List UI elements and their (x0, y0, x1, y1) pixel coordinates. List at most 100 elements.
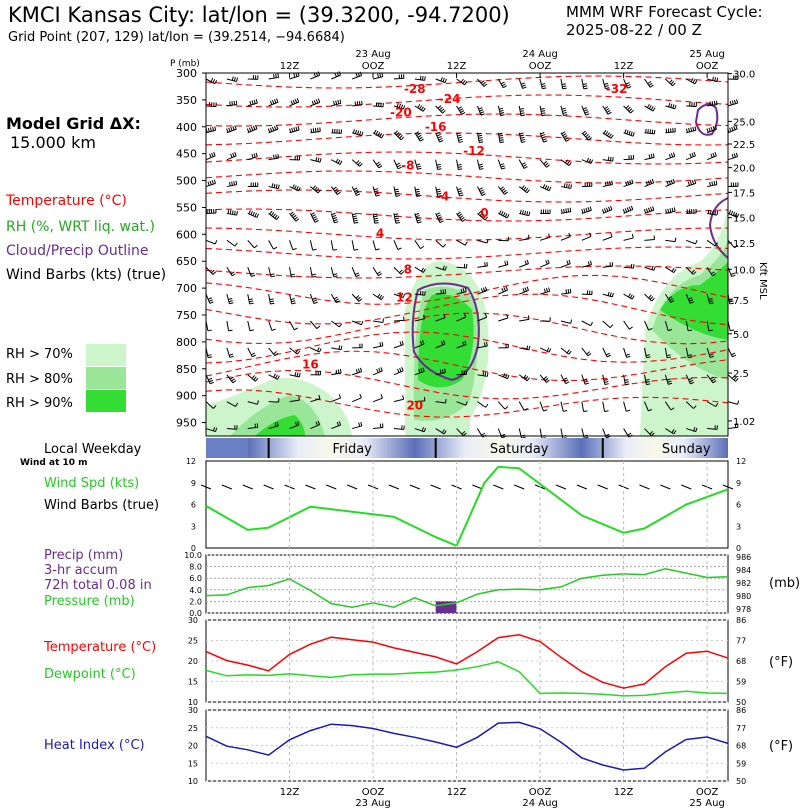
wind-barb (519, 315, 530, 322)
wind-barb-flag (668, 180, 672, 185)
wind-barb (205, 179, 216, 188)
wind-barb-flag (464, 287, 467, 292)
wind-barb (351, 320, 364, 326)
wind-barb (644, 265, 656, 271)
wind-barb-flag (377, 163, 382, 167)
wind-barb-flag (333, 101, 336, 106)
wind-barb-flag (275, 184, 278, 189)
wind-barb-shaft (685, 401, 694, 409)
wind-barb-flag (269, 298, 274, 301)
wind-barb-flag (295, 126, 298, 131)
wind-barb-shaft (706, 266, 713, 277)
wind-barb-flag (249, 329, 254, 332)
wind-barb-flag (422, 76, 424, 81)
wind-barb-flag (645, 354, 651, 357)
legend-temperature: Temperature (°C) (6, 193, 127, 209)
wind-barb-shaft (456, 401, 467, 406)
wind-barb-flag (373, 129, 377, 134)
wind-barb-flag (209, 301, 214, 304)
wind-barb-flag (379, 133, 383, 138)
wind-barb-shaft (560, 78, 564, 89)
wind-barb-shaft (665, 78, 674, 87)
wind-barb-shaft (205, 239, 216, 245)
wind-barb (498, 260, 509, 268)
wind-barb-flag (229, 101, 231, 106)
wind-barb (310, 394, 321, 403)
wind-barb-shaft (247, 294, 251, 305)
wind-barb-flag (394, 130, 398, 134)
wind-barb-flag (354, 221, 359, 224)
wind-barb-flag (502, 85, 507, 89)
wind-barb-flag (541, 112, 546, 115)
rh-area-8 (660, 262, 728, 340)
wind-barb-shaft (310, 101, 320, 107)
wind-barb-flag (565, 159, 569, 164)
wind-barb-flag (543, 409, 548, 412)
wind-barb-shaft (623, 182, 634, 188)
wind-barb-flag (313, 99, 317, 105)
wind-barb (205, 320, 212, 332)
wind-barb-flag (236, 211, 238, 216)
wind-barb-flag (358, 298, 363, 302)
weekday-label-friday: Friday (332, 442, 372, 457)
wind-barb-flag (521, 141, 526, 143)
wind-barb-shaft (205, 293, 211, 304)
wind-barb-shaft (372, 240, 377, 251)
wind-barb-flag (273, 351, 277, 355)
wind-barb-flag (235, 100, 238, 105)
wind-barb-flag (480, 288, 484, 293)
wind-barb-flag (587, 261, 590, 266)
wind-barb-flag (693, 151, 696, 156)
wind-barb-flag (479, 168, 484, 170)
rh90-swatch (86, 390, 126, 412)
wind-barb-flag (627, 432, 632, 436)
grid-spacing-value: 15.000 km (10, 133, 96, 152)
wind-barb-flag (484, 216, 489, 221)
wind-barb-flag (583, 378, 588, 381)
wind-barb-shaft (247, 347, 253, 358)
wind-barb-flag (336, 421, 340, 426)
wind-barb-flag (254, 125, 258, 130)
wind-barb-flag (564, 137, 569, 140)
wind-barb-flag (228, 181, 231, 187)
wind-barb-shaft (351, 159, 360, 167)
wind-barb-flag (520, 110, 525, 112)
isotherm-2 (205, 113, 729, 127)
wind-barb-flag (500, 186, 504, 190)
wind-barb-flag (256, 213, 259, 218)
wind-barb (289, 240, 297, 251)
wind-barb-flag (519, 108, 524, 110)
wind-barb-shaft (560, 374, 567, 384)
wind-barb-shaft (664, 347, 668, 358)
wind-barb-flag (235, 402, 238, 407)
wind-barb-shaft (581, 78, 585, 89)
wind-barb-flag (643, 209, 647, 214)
wind-barb-shaft (623, 266, 634, 269)
wind-barb-shaft (686, 239, 696, 245)
heat-tick-c: 20 (188, 742, 198, 751)
wind-barb-flag (395, 131, 400, 136)
wind-barb-flag (233, 100, 236, 105)
wind-barb-flag (355, 191, 360, 195)
wind-barb-flag (523, 186, 527, 191)
wind-barb-shaft (393, 240, 399, 250)
wind-barb-shaft (226, 293, 230, 304)
wind-barb-flag (292, 214, 297, 219)
wind-barb-flag (231, 76, 234, 81)
wind-barb (581, 320, 593, 327)
wind-barb-flag (312, 128, 315, 133)
wind-barb (310, 420, 321, 430)
wind-barb (268, 421, 279, 430)
wind-barb-flag (375, 192, 380, 195)
wind-barb-shaft (435, 372, 446, 376)
page-title: KMCI Kansas City: lat/lon = (39.3200, -9… (8, 3, 510, 27)
wind-barb-shaft (581, 320, 591, 327)
wind-barb (268, 210, 280, 220)
wind-barb-flag (526, 211, 529, 216)
wind-barb-flag (544, 162, 549, 166)
wind-barb-shaft (644, 182, 654, 188)
wind-barb (268, 183, 280, 190)
wind-barb (414, 75, 426, 81)
wind-barb (267, 125, 279, 134)
wind-barb-flag (731, 375, 736, 379)
